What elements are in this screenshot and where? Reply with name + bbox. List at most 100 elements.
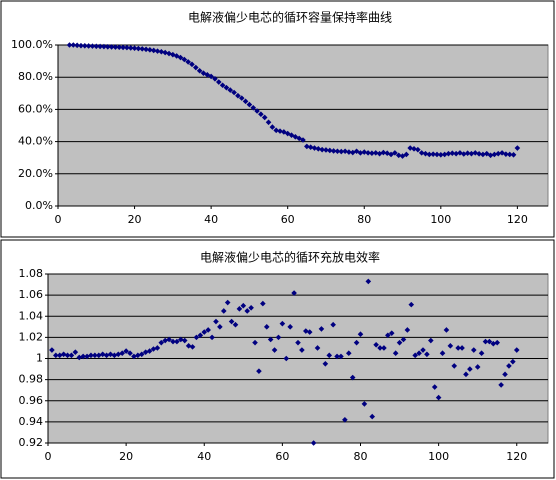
marker — [365, 150, 371, 156]
marker — [139, 46, 146, 52]
marker — [342, 416, 348, 423]
marker — [49, 347, 55, 353]
marker — [376, 150, 383, 157]
marker — [292, 133, 299, 140]
marker — [357, 331, 364, 338]
marker — [248, 305, 254, 311]
marker — [323, 147, 329, 153]
marker — [154, 48, 161, 54]
marker — [377, 345, 383, 351]
marker — [217, 324, 223, 330]
marker — [162, 49, 168, 56]
marker — [287, 324, 293, 330]
marker — [457, 150, 463, 156]
marker — [104, 43, 111, 50]
marker — [428, 337, 434, 344]
marker — [381, 345, 387, 351]
marker — [443, 327, 450, 333]
marker — [64, 352, 71, 359]
marker — [408, 301, 415, 308]
marker — [254, 108, 260, 114]
marker — [88, 352, 94, 359]
marker — [93, 43, 100, 50]
marker — [470, 347, 477, 353]
y-tick-label: 0.96 — [19, 394, 44, 407]
marker — [459, 345, 465, 351]
marker — [490, 340, 497, 347]
marker — [510, 152, 517, 158]
marker — [154, 345, 161, 351]
x-tick-label: 100 — [430, 213, 451, 226]
marker — [265, 119, 272, 126]
marker — [415, 146, 421, 153]
marker — [353, 148, 360, 155]
marker — [369, 150, 375, 156]
marker — [201, 329, 208, 335]
marker — [506, 151, 513, 158]
marker — [380, 149, 387, 156]
marker — [502, 371, 508, 378]
marker — [95, 352, 102, 359]
marker — [345, 350, 352, 357]
marker — [68, 352, 75, 359]
marker — [103, 352, 110, 359]
marker — [299, 347, 305, 353]
marker — [491, 151, 498, 158]
marker — [403, 151, 410, 158]
marker — [395, 152, 402, 159]
marker — [242, 98, 249, 105]
marker — [311, 145, 318, 151]
marker — [346, 149, 352, 155]
marker — [60, 351, 67, 358]
x-tick-label: 60 — [275, 450, 289, 463]
marker — [486, 338, 493, 345]
marker — [435, 394, 442, 401]
marker — [119, 350, 126, 357]
marker — [158, 48, 165, 55]
marker — [209, 334, 215, 341]
marker — [468, 150, 475, 157]
marker — [474, 364, 481, 370]
x-tick-label: 60 — [281, 213, 295, 226]
marker — [220, 308, 227, 314]
marker — [215, 79, 222, 85]
marker — [510, 358, 516, 365]
marker — [193, 64, 199, 71]
marker — [78, 42, 84, 49]
marker — [146, 348, 153, 354]
marker — [279, 320, 286, 327]
marker — [219, 82, 226, 89]
marker — [318, 326, 325, 332]
marker — [205, 327, 211, 333]
marker — [372, 150, 379, 156]
marker — [430, 151, 436, 157]
marker — [506, 363, 512, 369]
marker — [513, 347, 520, 353]
y-tick-label: 20.0% — [18, 167, 53, 180]
marker — [269, 124, 276, 130]
marker — [426, 151, 433, 158]
y-tick-label: 1.04 — [19, 309, 44, 322]
marker — [147, 47, 153, 53]
marker — [227, 87, 234, 93]
marker — [99, 351, 106, 358]
x-tick-label: 20 — [119, 450, 133, 463]
marker — [464, 150, 471, 156]
marker — [412, 352, 418, 359]
x-tick-label: 40 — [197, 450, 211, 463]
marker — [250, 104, 257, 111]
marker — [503, 151, 509, 157]
marker — [487, 152, 494, 159]
marker — [208, 73, 214, 80]
marker — [392, 350, 399, 357]
marker — [112, 44, 119, 50]
marker — [388, 330, 395, 336]
marker — [197, 332, 204, 339]
y-tick-label: 1 — [36, 352, 43, 365]
marker — [514, 145, 521, 151]
x-tick-label: 0 — [55, 213, 62, 226]
marker — [472, 150, 479, 156]
marker — [107, 351, 114, 358]
marker — [124, 44, 130, 51]
